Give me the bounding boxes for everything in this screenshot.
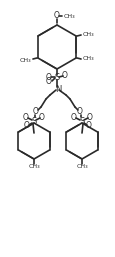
Text: O: O	[39, 114, 45, 123]
Text: O: O	[62, 70, 67, 79]
Text: O: O	[54, 12, 59, 21]
Text: CH₃: CH₃	[82, 57, 94, 61]
Text: S: S	[54, 72, 59, 81]
Text: CH₃: CH₃	[76, 163, 87, 169]
Text: O: O	[23, 114, 29, 123]
Text: O: O	[86, 114, 92, 123]
Text: CH₃: CH₃	[82, 32, 94, 36]
Text: CH₃: CH₃	[28, 163, 39, 169]
Text: O: O	[85, 122, 91, 131]
Text: O: O	[76, 107, 82, 116]
Text: O: O	[24, 122, 30, 131]
Text: O: O	[46, 78, 52, 87]
Text: O: O	[33, 107, 39, 116]
Text: N: N	[54, 85, 61, 94]
Text: S: S	[31, 116, 36, 125]
Text: CH₃: CH₃	[63, 14, 75, 19]
Text: O: O	[70, 114, 76, 123]
Text: O: O	[46, 72, 52, 81]
Text: S: S	[79, 116, 84, 125]
Text: CH₃: CH₃	[19, 58, 31, 62]
